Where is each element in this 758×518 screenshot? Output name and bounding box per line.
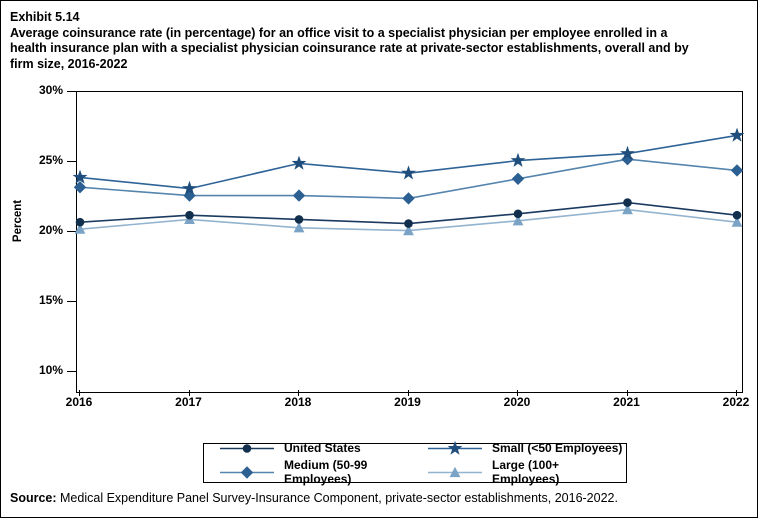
data-point-medium-50-99-employees-2016	[73, 181, 87, 194]
plot-area	[72, 91, 745, 393]
legend-label: Small (<50 Employees)	[492, 441, 623, 455]
united-states-line-marker-icon	[220, 444, 274, 453]
legend: United States Small (<50 Employees) Medi…	[203, 440, 627, 486]
large-line-marker-icon	[428, 466, 482, 478]
data-point-large-100-employees-2022	[731, 216, 743, 227]
x-tick-mark	[517, 390, 518, 396]
data-point-small-50-employees-2020	[510, 152, 526, 167]
legend-marker-circle-icon	[242, 444, 252, 453]
legend-label: Large (100+ Employees)	[492, 458, 560, 486]
x-tick-mark	[407, 390, 409, 396]
x-tick-mark	[626, 390, 628, 396]
medium-line-marker-icon	[220, 466, 274, 479]
data-point-united-states-2021	[623, 198, 632, 207]
y-tick-label-10%: 10%	[38, 363, 63, 377]
legend-item-large: Large (100+ Employees)	[426, 458, 626, 486]
figure-header: Exhibit 5.14 Average coinsurance rate (i…	[10, 10, 752, 72]
legend-item-united-states: United States	[218, 440, 426, 456]
data-point-united-states-2018	[294, 215, 304, 224]
figure-title-line1: Average coinsurance rate (in percentage)…	[10, 25, 668, 40]
exhibit-number: Exhibit 5.14	[10, 10, 80, 24]
x-tick-label-2022: 2022	[722, 395, 750, 409]
y-tick-label-20%: 20%	[38, 223, 63, 237]
y-tick-label-30%: 30%	[38, 83, 63, 97]
data-point-medium-50-99-employees-2018	[292, 189, 306, 202]
legend-label: Medium (50-99 Employees)	[284, 458, 368, 486]
source-label: Source:	[10, 491, 57, 505]
x-tick-label-2016: 2016	[65, 395, 93, 409]
legend-item-small: Small (<50 Employees)	[426, 440, 626, 456]
series-plot	[72, 127, 745, 236]
data-point-medium-50-99-employees-2022	[730, 164, 744, 177]
x-tick-mark	[736, 390, 737, 396]
data-point-united-states-2016	[75, 217, 85, 227]
y-tick-mark	[67, 160, 76, 162]
source-note: Source: Medical Expenditure Panel Survey…	[10, 491, 618, 505]
data-point-small-50-employees-2016	[72, 169, 88, 184]
source-text: Medical Expenditure Panel Survey-Insuran…	[56, 491, 618, 505]
data-point-large-100-employees-2019	[403, 224, 414, 236]
small-line-marker-icon	[428, 440, 482, 455]
legend-marker-diamond-icon	[240, 466, 254, 479]
x-tick-label-2021: 2021	[613, 395, 640, 409]
y-tick-label-15%: 15%	[38, 293, 63, 307]
y-tick-mark	[67, 230, 76, 232]
x-tick-label-2017: 2017	[175, 395, 202, 409]
data-point-small-50-employees-2019	[401, 165, 416, 180]
y-tick-mark	[67, 370, 76, 372]
data-point-small-50-employees-2022	[729, 127, 745, 142]
series-line-small-50-employees	[79, 134, 738, 190]
data-point-small-50-employees-2018	[291, 155, 307, 170]
x-tick-label-2019: 2019	[394, 395, 421, 409]
figure-title-line2: health insurance plan with a specialist …	[10, 41, 689, 55]
legend-marker-star-icon	[447, 440, 463, 455]
y-tick-mark	[67, 90, 76, 92]
data-point-united-states-2022	[732, 210, 742, 220]
x-tick-mark	[298, 390, 299, 396]
data-point-large-100-employees-2018	[293, 222, 305, 233]
data-point-large-100-employees-2021	[622, 203, 633, 215]
figure-title-line3: firm size, 2016-2022	[10, 56, 128, 71]
data-point-small-50-employees-2017	[182, 180, 197, 195]
data-point-medium-50-99-employees-2019	[402, 192, 415, 205]
x-tick-mark	[79, 390, 80, 396]
data-point-united-states-2020	[513, 209, 523, 219]
data-point-united-states-2017	[185, 210, 194, 220]
data-point-medium-50-99-employees-2020	[511, 172, 525, 185]
x-tick-mark	[188, 390, 190, 396]
data-point-small-50-employees-2021	[620, 145, 635, 160]
y-axis-title: Percent	[12, 199, 24, 243]
y-tick-mark	[67, 300, 76, 302]
y-tick-label-25%: 25%	[38, 153, 63, 167]
data-point-large-100-employees-2020	[512, 215, 524, 226]
legend-item-medium: Medium (50-99 Employees)	[218, 458, 426, 486]
data-point-united-states-2019	[404, 219, 413, 228]
data-point-large-100-employees-2016	[74, 223, 86, 234]
x-tick-label-2018: 2018	[284, 395, 312, 409]
legend-marker-triangle-icon	[449, 466, 461, 478]
legend-label: United States	[284, 441, 361, 455]
x-tick-label-2020: 2020	[503, 395, 531, 409]
